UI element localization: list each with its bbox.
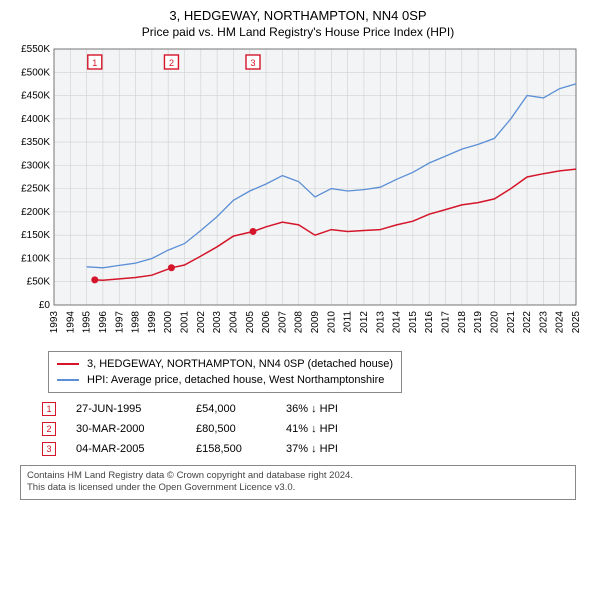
marker-number-box: 2 [42,422,56,436]
svg-text:2006: 2006 [261,311,272,334]
svg-text:£300K: £300K [21,160,50,171]
svg-text:£200K: £200K [21,207,50,218]
svg-text:1994: 1994 [65,311,76,334]
svg-text:2023: 2023 [538,311,549,334]
svg-text:2025: 2025 [571,311,582,334]
svg-text:1993: 1993 [49,311,60,334]
marker-row: 3 04-MAR-2005 £158,500 37% ↓ HPI [42,439,588,459]
svg-text:2019: 2019 [473,311,484,334]
svg-text:£150K: £150K [21,230,50,241]
svg-text:2001: 2001 [180,311,191,334]
chart-subtitle: Price paid vs. HM Land Registry's House … [8,25,588,39]
svg-text:£450K: £450K [21,91,50,102]
svg-text:2003: 2003 [212,311,223,334]
svg-text:2021: 2021 [506,311,517,334]
legend-item: HPI: Average price, detached house, West… [57,372,393,388]
svg-text:2002: 2002 [196,311,207,334]
marker-price: £158,500 [196,443,266,455]
marker-date: 04-MAR-2005 [76,443,176,455]
svg-text:2015: 2015 [408,311,419,334]
svg-text:2011: 2011 [343,311,354,333]
svg-text:£500K: £500K [21,67,50,78]
legend-swatch [57,379,79,381]
marker-date: 30-MAR-2000 [76,423,176,435]
svg-text:2013: 2013 [375,311,386,334]
marker-price: £54,000 [196,403,266,415]
svg-text:1: 1 [92,58,97,68]
marker-diff: 41% ↓ HPI [286,423,376,435]
marker-number-box: 3 [42,442,56,456]
svg-text:2010: 2010 [326,311,337,334]
legend-label: 3, HEDGEWAY, NORTHAMPTON, NN4 0SP (detac… [87,358,393,370]
svg-text:2022: 2022 [522,311,533,334]
svg-text:1997: 1997 [114,311,125,334]
svg-text:2024: 2024 [555,311,566,334]
footer-line: This data is licensed under the Open Gov… [27,482,569,494]
line-chart: £0 £50K £100K £150K £200K £250K £300K £350K £400… [8,45,588,345]
svg-text:1998: 1998 [131,311,142,334]
chart-title: 3, HEDGEWAY, NORTHAMPTON, NN4 0SP [8,8,588,23]
svg-text:1996: 1996 [98,311,109,334]
svg-text:£400K: £400K [21,114,50,125]
marker-diff: 36% ↓ HPI [286,403,376,415]
svg-text:2020: 2020 [489,311,500,334]
legend: 3, HEDGEWAY, NORTHAMPTON, NN4 0SP (detac… [48,351,402,393]
svg-text:2005: 2005 [245,311,256,334]
svg-text:£0: £0 [39,300,51,311]
marker-date: 27-JUN-1995 [76,403,176,415]
svg-text:£550K: £550K [21,45,50,55]
svg-text:1995: 1995 [82,311,93,334]
svg-text:2009: 2009 [310,311,321,334]
svg-text:2008: 2008 [294,311,305,334]
legend-item: 3, HEDGEWAY, NORTHAMPTON, NN4 0SP (detac… [57,356,393,372]
legend-swatch [57,363,79,365]
footer-line: Contains HM Land Registry data © Crown c… [27,470,569,482]
marker-number-box: 1 [42,402,56,416]
marker-diff: 37% ↓ HPI [286,443,376,455]
svg-text:2014: 2014 [392,311,403,334]
svg-text:2018: 2018 [457,311,468,334]
svg-text:2: 2 [169,58,174,68]
marker-row: 2 30-MAR-2000 £80,500 41% ↓ HPI [42,419,588,439]
legend-label: HPI: Average price, detached house, West… [87,374,384,386]
svg-text:2004: 2004 [228,311,239,334]
svg-text:3: 3 [251,58,256,68]
marker-row: 1 27-JUN-1995 £54,000 36% ↓ HPI [42,399,588,419]
svg-text:2012: 2012 [359,311,370,334]
svg-text:2017: 2017 [441,311,452,334]
marker-table: 1 27-JUN-1995 £54,000 36% ↓ HPI 2 30-MAR-2000… [42,399,588,459]
svg-text:£350K: £350K [21,137,50,148]
chart-container: 3, HEDGEWAY, NORTHAMPTON, NN4 0SP Price … [0,0,600,504]
svg-text:2016: 2016 [424,311,435,334]
svg-text:£250K: £250K [21,184,50,195]
svg-text:2000: 2000 [163,311,174,334]
svg-text:1999: 1999 [147,311,158,334]
svg-text:£50K: £50K [27,277,51,288]
svg-text:2007: 2007 [277,311,288,334]
footer-attribution: Contains HM Land Registry data © Crown c… [20,465,576,500]
svg-text:£100K: £100K [21,253,50,264]
marker-price: £80,500 [196,423,266,435]
